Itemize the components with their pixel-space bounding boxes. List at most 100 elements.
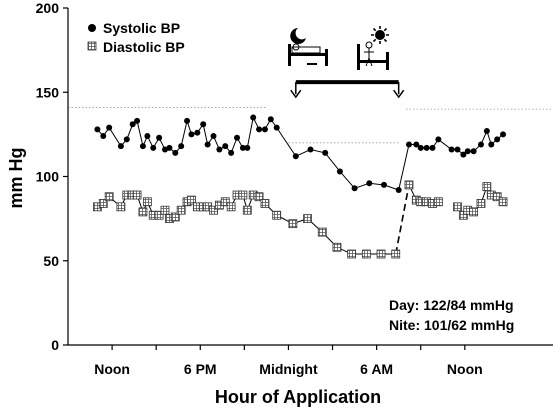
diastolic-point [272,210,282,220]
waking-person-icon [357,41,389,70]
systolic-point [188,131,195,138]
sleep-period-bracket [290,80,405,99]
y-axis-title: mm Hg [6,147,26,208]
diastolic-point [469,207,479,217]
systolic-point [395,186,402,193]
systolic-point [464,148,471,155]
systolic-point [256,126,263,133]
systolic-point [244,144,251,151]
diastolic-point [242,205,252,215]
bracket-bar [295,80,399,85]
systolic-point [94,126,101,133]
systolic-point [216,146,223,153]
systolic-point [494,136,501,143]
diastolic-point [138,207,148,217]
systolic-point [448,146,455,153]
diastolic-point [433,197,443,207]
reference-lines [68,107,553,144]
diastolic-point [391,249,401,259]
systolic-point [423,144,430,151]
diastolic-point [404,180,414,190]
diastolic-point [170,212,180,222]
diastolic-point [98,199,108,208]
bracket-arrow-head [290,89,302,99]
systolic-point [429,144,436,151]
diastolic-point [220,197,230,207]
diastolic-point [238,190,248,200]
diastolic-point [303,214,312,224]
diastolic-point [317,227,327,237]
x-tick-label: 6 AM [360,361,393,377]
x-tick-label: Midnight [259,361,318,377]
diastolic-point [347,249,357,259]
diastolic-point [132,190,142,200]
systolic-point [500,131,507,138]
axes: 0 50 100 150 200 Noon 6 PM Midnight 6 AM Noon [36,0,553,377]
systolic-point [483,128,490,135]
systolic-point [250,114,257,121]
diastolic-point [332,242,342,252]
systolic-point [210,133,217,140]
diastolic-point [187,195,196,205]
systolic-point [322,149,329,156]
systolic-point [267,116,274,123]
series-connector [398,144,410,191]
systolic-point [172,149,179,156]
systolic-point [292,153,299,160]
systolic-point [200,121,207,128]
systolic-point [307,146,314,153]
y-tick-label: 200 [36,0,60,16]
systolic-point [454,146,461,153]
bed-icon [288,43,328,66]
systolic-point [234,134,241,141]
diastolic-point [116,202,126,212]
systolic-point [222,143,229,150]
diastolic-point [209,205,218,215]
diastolic-point [476,199,486,208]
systolic-point [228,149,235,156]
diastolic-point [376,249,386,259]
systolic-point [273,124,280,131]
diastolic-point [260,199,270,208]
systolic-point [156,134,163,141]
series-layer [92,114,508,259]
diastolic-point [288,219,298,229]
moon-icon [290,28,306,44]
y-tick-label: 150 [36,84,60,100]
diastolic-point [492,192,502,202]
sleep-annotation [288,26,405,99]
systolic-point [129,121,136,128]
systolic-point [488,141,495,148]
systolic-point [336,168,343,175]
night-summary: Nite: 101/62 mmHg [389,317,514,333]
x-tick-label: Noon [447,361,483,377]
systolic-point [417,144,424,151]
y-tick-label: 50 [43,253,59,269]
series-diastolic [92,180,508,259]
diastolic-point [361,249,371,259]
diastolic-point [142,197,152,207]
x-axis-title: Hour of Application [215,387,381,407]
diastolic-point [160,205,170,215]
systolic-point [351,185,358,192]
systolic-point [413,141,420,148]
legend-diastolic-label: Diastolic BP [103,39,185,55]
systolic-point [239,144,246,151]
legend: Systolic BP Diastolic BP [87,20,185,55]
systolic-point [139,143,146,150]
systolic-point [166,144,173,151]
y-tick-label: 100 [36,169,60,185]
series-systolic [94,114,507,193]
systolic-point [100,133,107,140]
series-connector [276,127,297,157]
systolic-point [150,144,157,151]
systolic-point [178,143,185,150]
diastolic-point [482,182,492,192]
diastolic-point [254,192,264,202]
diastolic-point [498,197,508,207]
diastolic-point [226,202,236,212]
systolic-point [435,136,442,143]
y-tick-label: 0 [51,337,59,353]
legend-diastolic-marker [87,41,97,51]
